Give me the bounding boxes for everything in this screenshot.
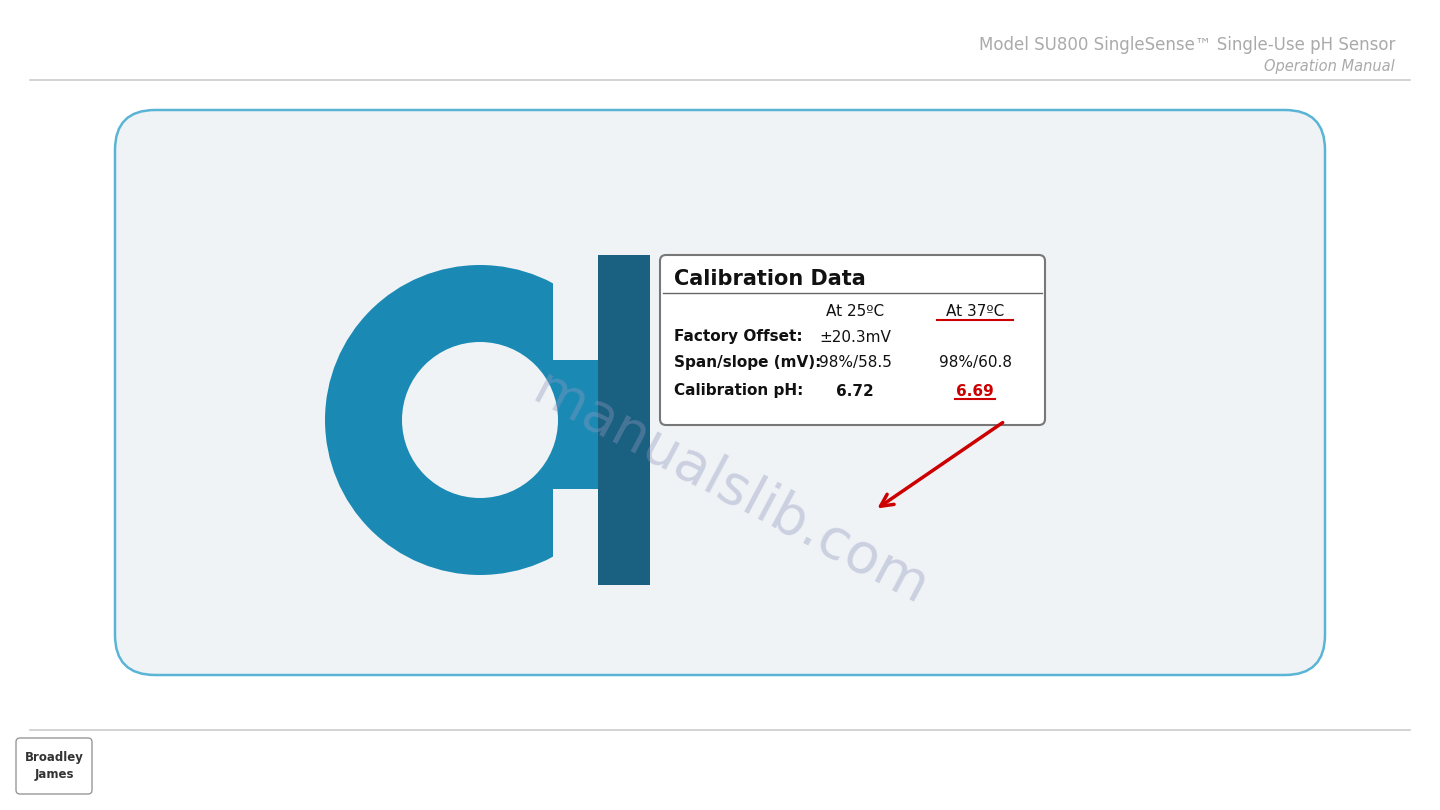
Text: Model SU800 SingleSense™ Single-Use pH Sensor: Model SU800 SingleSense™ Single-Use pH S… [979, 36, 1395, 54]
Text: Calibration Data: Calibration Data [674, 269, 865, 289]
Text: At 37ºC: At 37ºC [946, 305, 1004, 319]
Text: 98%/60.8: 98%/60.8 [939, 356, 1011, 370]
Circle shape [402, 342, 559, 498]
Bar [553, 275, 697, 360]
Text: 6.72: 6.72 [837, 383, 874, 399]
Text: Factory Offset:: Factory Offset: [674, 330, 802, 344]
FancyBboxPatch shape [16, 738, 92, 794]
Text: At 25ºC: At 25ºC [827, 305, 884, 319]
Bar [553, 489, 697, 578]
FancyBboxPatch shape [115, 110, 1325, 675]
Text: Span/slope (mV):: Span/slope (mV): [674, 356, 821, 370]
Bar [598, 255, 649, 585]
Circle shape [325, 265, 635, 575]
Bar [598, 255, 649, 585]
Text: manualslib.com: manualslib.com [524, 363, 936, 617]
Text: Calibration pH:: Calibration pH: [674, 383, 804, 399]
Text: 98%/58.5: 98%/58.5 [818, 356, 891, 370]
Text: Operation Manual: Operation Manual [1264, 59, 1395, 75]
Bar [598, 255, 649, 585]
Text: Broadley
James: Broadley James [24, 751, 84, 781]
FancyBboxPatch shape [660, 255, 1045, 425]
Text: ±20.3mV: ±20.3mV [819, 330, 891, 344]
Text: 6.69: 6.69 [956, 383, 994, 399]
